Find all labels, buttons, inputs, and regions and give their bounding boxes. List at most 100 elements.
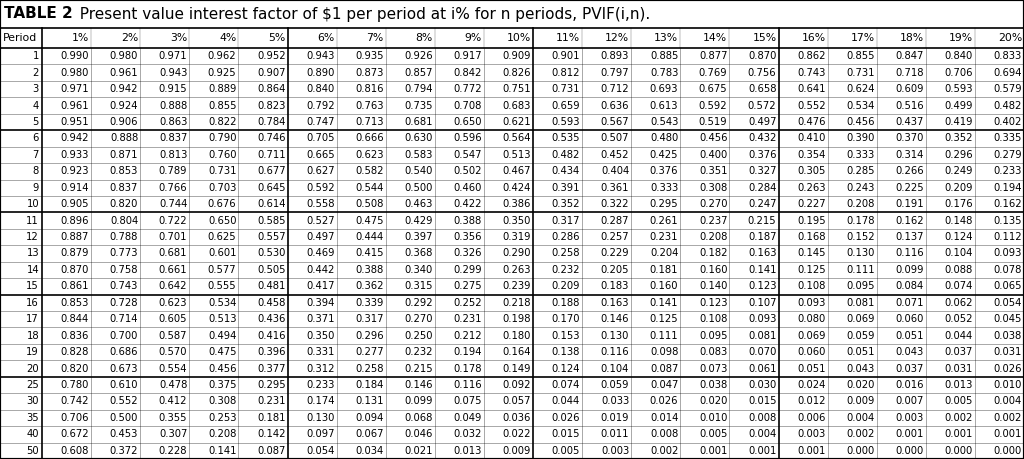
Text: 0.011: 0.011 [601, 429, 629, 439]
Text: 0.228: 0.228 [159, 446, 187, 456]
Text: 0.218: 0.218 [503, 298, 531, 308]
Text: 0.054: 0.054 [306, 446, 335, 456]
Text: 0.093: 0.093 [798, 298, 825, 308]
Text: 0.890: 0.890 [306, 67, 335, 78]
Text: 15%: 15% [753, 33, 776, 43]
Text: 0.016: 0.016 [895, 380, 924, 390]
Text: 0.212: 0.212 [454, 330, 482, 341]
Text: 0.111: 0.111 [846, 265, 874, 275]
Text: 0.124: 0.124 [552, 364, 581, 374]
Text: 0.124: 0.124 [944, 232, 973, 242]
Text: 0.742: 0.742 [60, 397, 89, 407]
Text: 0.051: 0.051 [895, 330, 924, 341]
Text: 0.010: 0.010 [699, 413, 727, 423]
Text: 0.312: 0.312 [306, 364, 335, 374]
Text: 0.322: 0.322 [601, 199, 629, 209]
Text: 0.507: 0.507 [601, 134, 629, 143]
Text: 0.160: 0.160 [699, 265, 727, 275]
Text: 0.314: 0.314 [895, 150, 924, 160]
Text: 0.233: 0.233 [993, 166, 1022, 176]
Text: 11: 11 [27, 216, 39, 226]
Text: 0.084: 0.084 [896, 281, 924, 291]
Text: 0.871: 0.871 [110, 150, 138, 160]
Text: 0.013: 0.013 [454, 446, 482, 456]
Text: 0.183: 0.183 [601, 281, 629, 291]
Text: 8%: 8% [416, 33, 433, 43]
Text: 0.208: 0.208 [846, 199, 874, 209]
Text: Period: Period [3, 33, 37, 43]
Text: 0.239: 0.239 [503, 281, 531, 291]
Text: 0.877: 0.877 [699, 51, 727, 61]
Text: 0.434: 0.434 [552, 166, 581, 176]
Text: 0.351: 0.351 [699, 166, 727, 176]
Text: 0.823: 0.823 [257, 101, 286, 111]
Text: 0.557: 0.557 [257, 232, 286, 242]
Text: 0.743: 0.743 [798, 67, 825, 78]
Text: 0.095: 0.095 [846, 281, 874, 291]
Text: 0.943: 0.943 [159, 67, 187, 78]
Text: 0.098: 0.098 [650, 347, 678, 357]
Text: 0.032: 0.032 [454, 429, 482, 439]
Text: 0.003: 0.003 [601, 446, 629, 456]
Text: 0.001: 0.001 [798, 446, 825, 456]
Text: 0.215: 0.215 [748, 216, 776, 226]
Text: 0.873: 0.873 [355, 67, 384, 78]
Text: 0.436: 0.436 [257, 314, 286, 324]
Text: 0.005: 0.005 [944, 397, 973, 407]
Text: 0.773: 0.773 [110, 248, 138, 258]
Text: 0.935: 0.935 [355, 51, 384, 61]
Text: 0.075: 0.075 [454, 397, 482, 407]
Text: 0.372: 0.372 [110, 446, 138, 456]
Text: 0.547: 0.547 [454, 150, 482, 160]
Text: 0.816: 0.816 [355, 84, 384, 94]
Text: 0.252: 0.252 [454, 298, 482, 308]
Text: 0.051: 0.051 [846, 347, 874, 357]
Text: 0.352: 0.352 [944, 134, 973, 143]
Text: 0.208: 0.208 [699, 232, 727, 242]
Text: 0.352: 0.352 [552, 199, 581, 209]
Text: 0.263: 0.263 [797, 183, 825, 193]
Text: 35: 35 [27, 413, 39, 423]
Text: 0.659: 0.659 [552, 101, 581, 111]
Text: 0.097: 0.097 [306, 429, 335, 439]
Text: 0.826: 0.826 [503, 67, 531, 78]
Text: 0.693: 0.693 [650, 84, 678, 94]
Text: 0.502: 0.502 [454, 166, 482, 176]
Text: 0.760: 0.760 [208, 150, 237, 160]
Text: 0.544: 0.544 [355, 183, 384, 193]
Text: 0.231: 0.231 [650, 232, 678, 242]
Text: 0.712: 0.712 [600, 84, 629, 94]
Text: 0.437: 0.437 [895, 117, 924, 127]
Text: 0.208: 0.208 [208, 429, 237, 439]
Text: 0.163: 0.163 [748, 248, 776, 258]
Text: 0.043: 0.043 [847, 364, 874, 374]
Text: 0.971: 0.971 [60, 84, 89, 94]
Text: 0.888: 0.888 [159, 101, 187, 111]
Text: 0.478: 0.478 [159, 380, 187, 390]
Text: 10: 10 [27, 199, 39, 209]
Text: 0.476: 0.476 [797, 117, 825, 127]
Text: 0.482: 0.482 [552, 150, 581, 160]
Text: 0.059: 0.059 [601, 380, 629, 390]
Text: 0.683: 0.683 [503, 101, 531, 111]
Text: 0.130: 0.130 [306, 413, 335, 423]
Text: 0.319: 0.319 [503, 232, 531, 242]
Text: 0.417: 0.417 [306, 281, 335, 291]
Text: 0.907: 0.907 [257, 67, 286, 78]
Text: 0.225: 0.225 [895, 183, 924, 193]
Text: 0.728: 0.728 [110, 298, 138, 308]
Text: 0.184: 0.184 [355, 380, 384, 390]
Text: 0.009: 0.009 [503, 446, 531, 456]
Text: 0.861: 0.861 [60, 281, 89, 291]
Text: 0.797: 0.797 [600, 67, 629, 78]
Text: 0.925: 0.925 [208, 67, 237, 78]
Text: 8: 8 [33, 166, 39, 176]
Text: 12%: 12% [605, 33, 629, 43]
Text: 14: 14 [27, 265, 39, 275]
Text: 0.074: 0.074 [552, 380, 581, 390]
Text: 0.552: 0.552 [110, 397, 138, 407]
Text: 0.006: 0.006 [798, 413, 825, 423]
Text: 0.864: 0.864 [257, 84, 286, 94]
Text: 0.432: 0.432 [749, 134, 776, 143]
Text: 0.722: 0.722 [159, 216, 187, 226]
